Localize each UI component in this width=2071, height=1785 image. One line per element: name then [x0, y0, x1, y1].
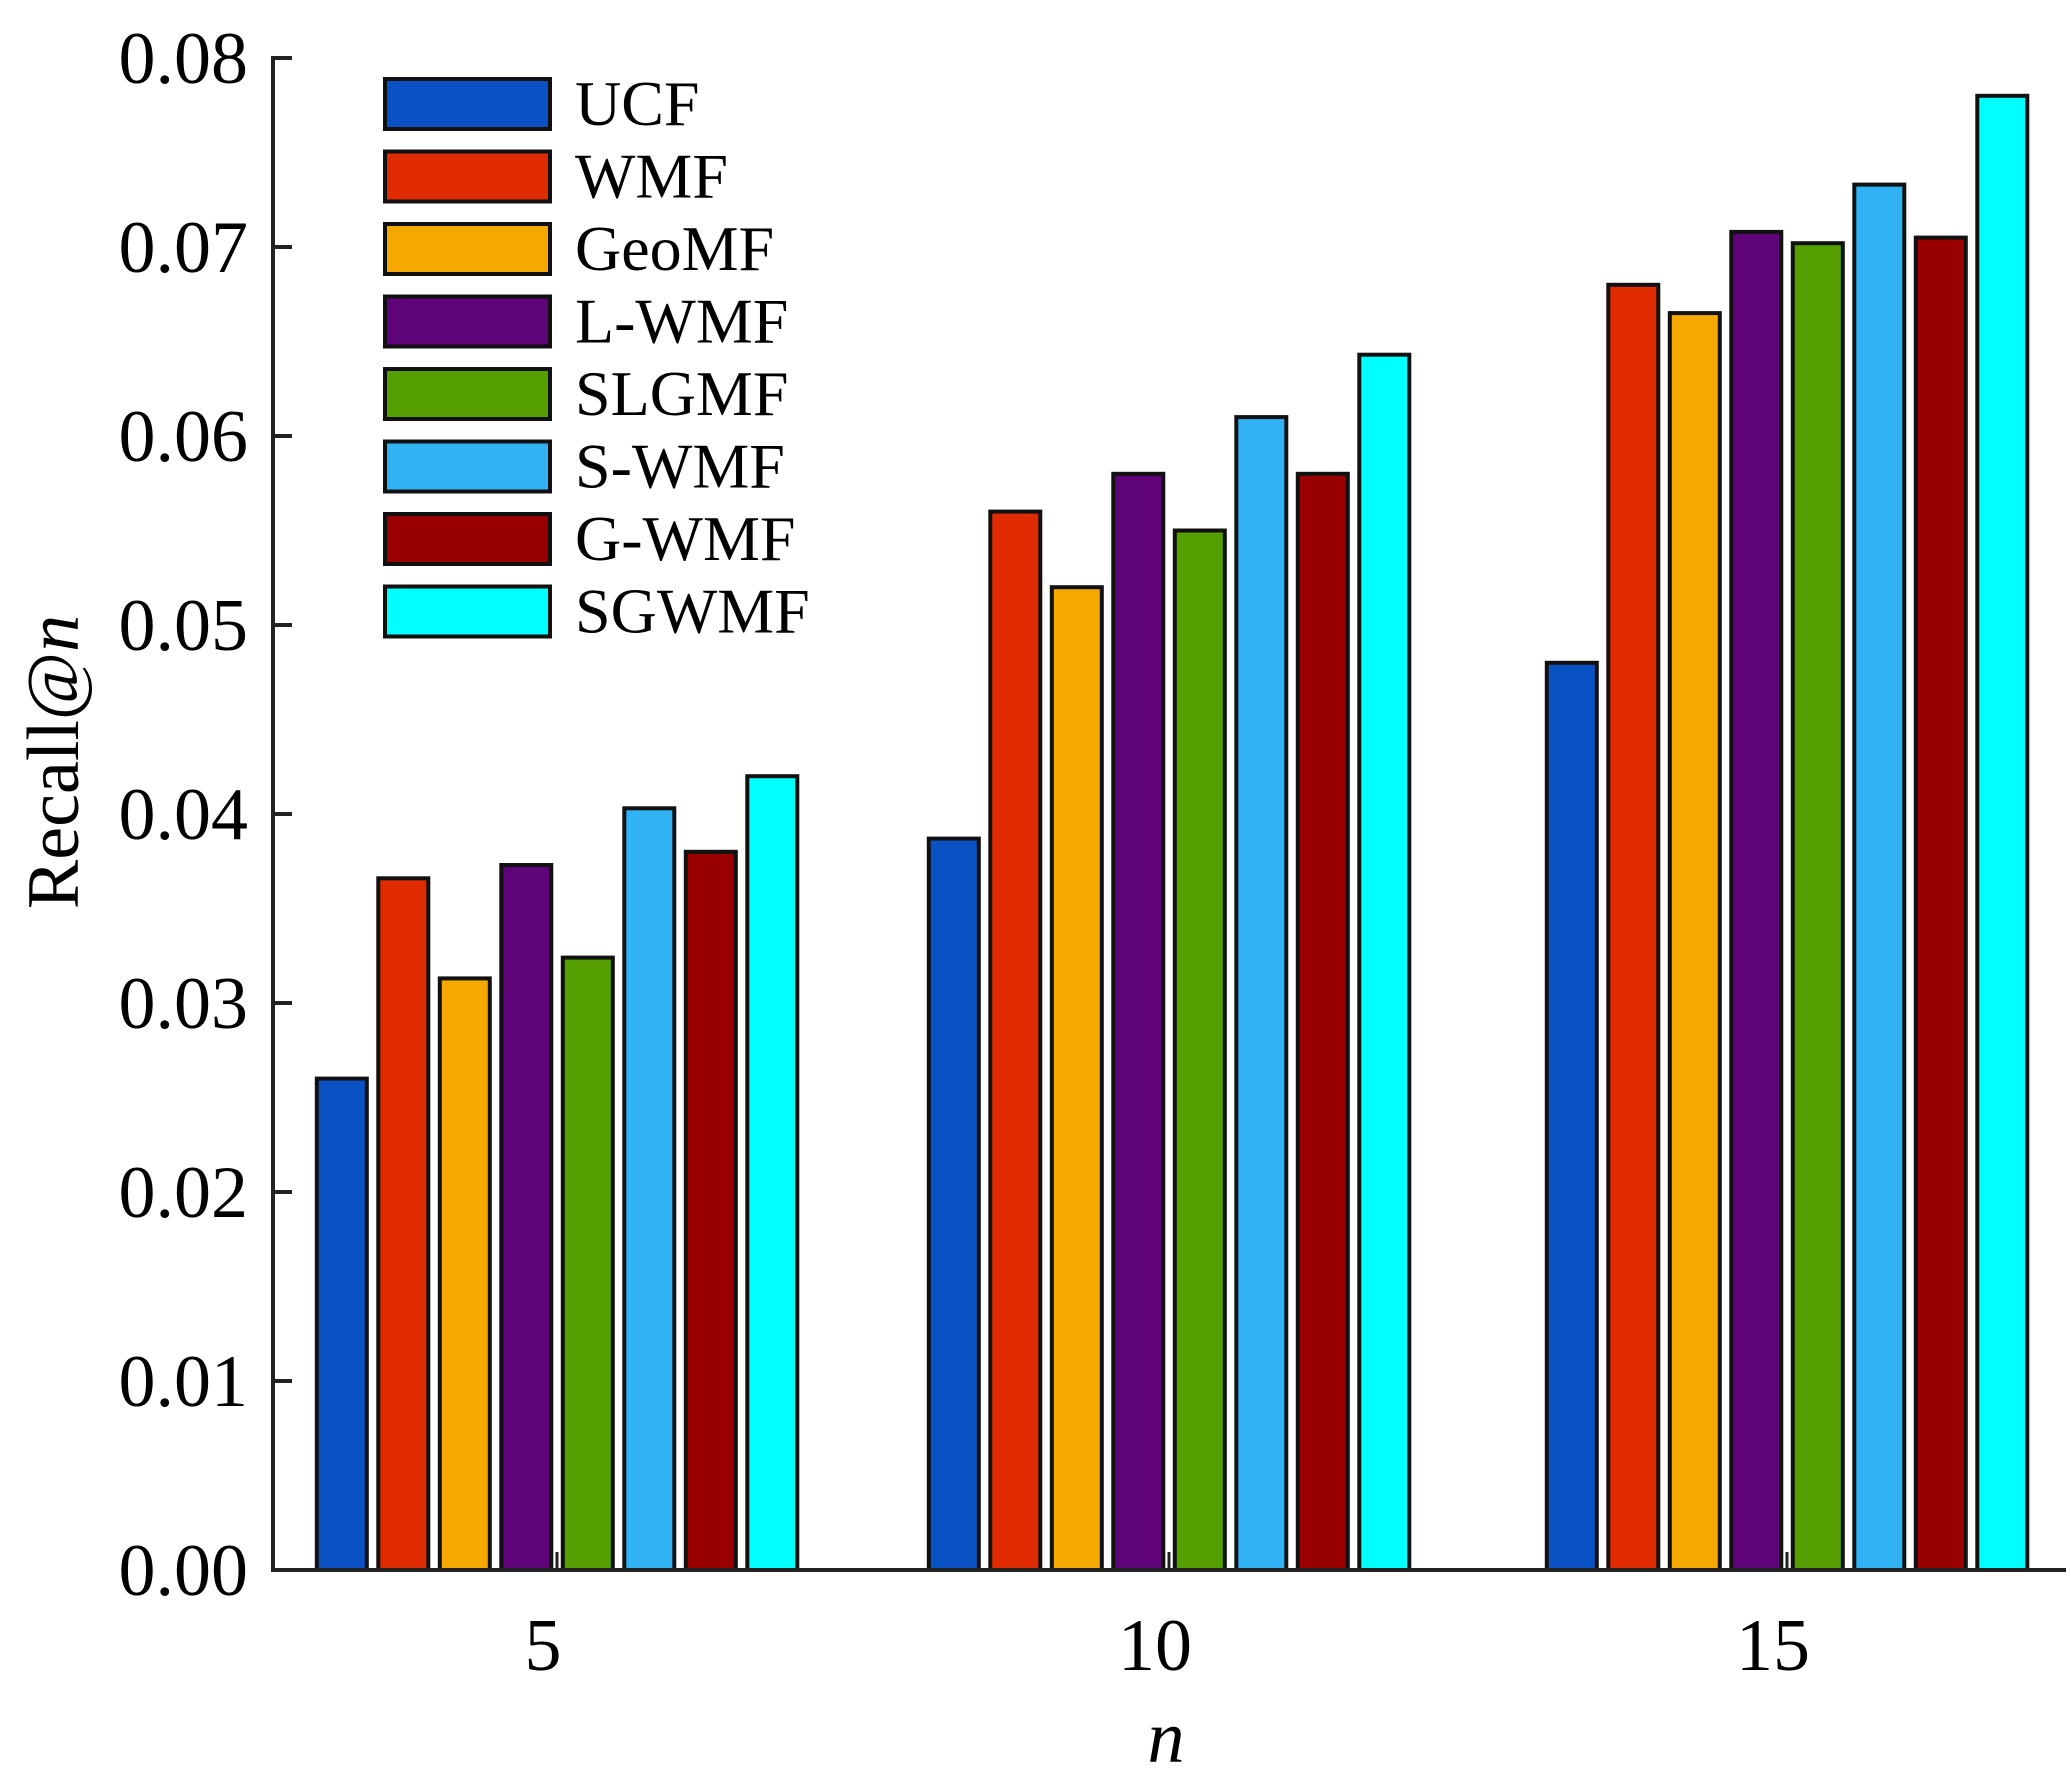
legend-swatch [383, 222, 552, 276]
bar-s-wmf-n10 [1234, 415, 1289, 1573]
legend-swatch [383, 149, 552, 204]
bar-group-n-10 [926, 352, 1412, 1573]
y-tick-label: 0.02 [119, 1152, 249, 1234]
legend-item-s-wmf: S-WMF [383, 431, 785, 502]
legend-item-sgwmf: SGWMF [383, 576, 810, 647]
bars-layer [314, 93, 2030, 1573]
legend-swatch [383, 439, 552, 494]
y-axis-title: Recall@n [13, 615, 95, 909]
legend-label: L-WMF [575, 286, 788, 357]
y-tick-label: 0.01 [119, 1341, 249, 1423]
bar-group-n-5 [314, 774, 800, 1572]
x-tick-label: 5 [525, 1605, 562, 1687]
x-tick-label: 15 [1736, 1605, 1810, 1687]
bar-l-wmf-n5 [499, 863, 554, 1572]
y-tick-label: 0.00 [119, 1530, 249, 1612]
legend-item-g-wmf: G-WMF [383, 503, 795, 574]
bar-sgwmf-n5 [745, 774, 800, 1572]
bar-wmf-n10 [988, 509, 1043, 1573]
legend-item-wmf: WMF [383, 141, 728, 212]
legend-label: WMF [575, 141, 728, 212]
y-tick-label: 0.08 [119, 18, 249, 100]
legend-label: GeoMF [575, 213, 774, 284]
bar-ucf-n5 [314, 1076, 369, 1572]
y-tick-label: 0.06 [119, 396, 249, 478]
legend-swatch [383, 367, 552, 421]
bar-l-wmf-n10 [1111, 471, 1166, 1572]
y-tick-label: 0.03 [119, 963, 249, 1045]
bar-g-wmf-n5 [683, 849, 738, 1572]
bar-s-wmf-n15 [1852, 182, 1907, 1573]
legend-swatch [383, 584, 552, 639]
x-axis-title: n [1148, 1697, 1185, 1779]
bar-group-n-15 [1544, 93, 2030, 1573]
y-axis-title-prefix: Recall@ [13, 652, 95, 909]
bar-geomf-n10 [1049, 585, 1104, 1572]
x-ticks: 5 10 15 [525, 1552, 1810, 1687]
y-ticks: 0.00 0.01 0.02 0.03 0.04 0.05 0.06 0.07 0.08 [119, 18, 292, 1612]
bar-geomf-n5 [437, 976, 492, 1572]
legend-label: UCF [575, 68, 700, 139]
legend-label: SLGMF [575, 358, 788, 429]
legend-item-ucf: UCF [383, 68, 700, 139]
y-tick-label: 0.04 [119, 774, 249, 856]
bar-s-wmf-n5 [622, 806, 677, 1572]
y-tick-label: 0.07 [119, 207, 249, 289]
bar-slgmf-n15 [1790, 241, 1845, 1573]
legend-item-slgmf: SLGMF [383, 358, 788, 429]
bar-g-wmf-n10 [1295, 471, 1350, 1572]
bar-l-wmf-n15 [1729, 229, 1784, 1572]
bar-sgwmf-n15 [1975, 93, 2030, 1572]
legend-swatch [383, 512, 552, 566]
y-tick-label: 0.05 [119, 585, 249, 667]
bar-wmf-n5 [376, 876, 431, 1572]
bar-slgmf-n10 [1172, 528, 1227, 1572]
bar-slgmf-n5 [560, 955, 615, 1572]
legend-swatch [383, 294, 552, 349]
legend-item-l-wmf: L-WMF [383, 286, 788, 357]
legend-swatch [383, 77, 552, 131]
legend-label: G-WMF [575, 503, 795, 574]
legend-label: SGWMF [575, 576, 810, 647]
bar-sgwmf-n10 [1357, 352, 1412, 1573]
bar-geomf-n15 [1667, 311, 1722, 1573]
bar-ucf-n15 [1544, 660, 1599, 1572]
x-tick-label: 10 [1118, 1605, 1192, 1687]
bar-ucf-n10 [926, 836, 981, 1572]
y-axis-title-var: n [13, 615, 95, 652]
bar-wmf-n15 [1606, 282, 1661, 1572]
legend-item-geomf: GeoMF [383, 213, 774, 284]
legend-label: S-WMF [575, 431, 785, 502]
bar-g-wmf-n15 [1913, 235, 1968, 1573]
